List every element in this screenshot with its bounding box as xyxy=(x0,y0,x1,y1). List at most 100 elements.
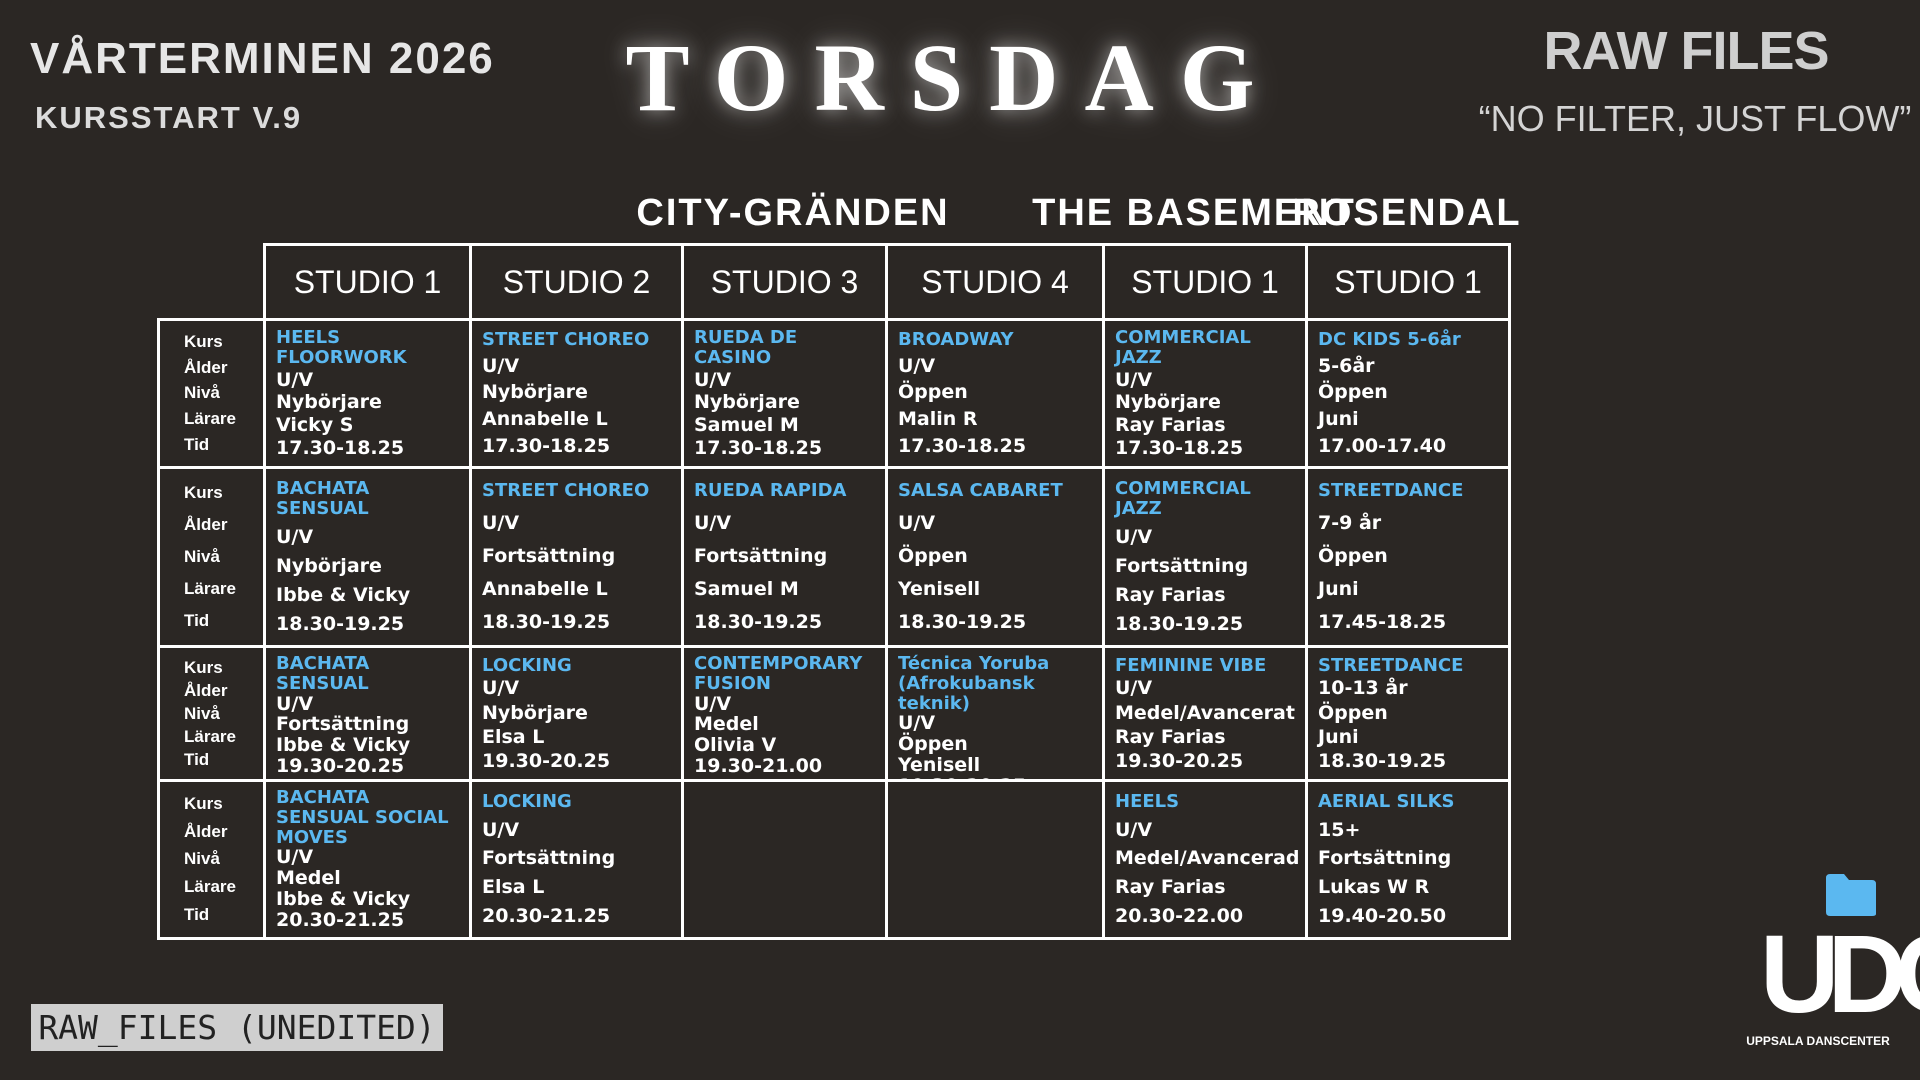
cell-course: LOCKING xyxy=(482,790,572,812)
row-label: Nivå xyxy=(184,383,220,403)
cell-teacher: Malin R xyxy=(898,408,978,431)
row-label: Lärare xyxy=(184,726,236,746)
logo: UDC xyxy=(1760,913,1920,1036)
cell-level: Medel/Avancerad xyxy=(1115,847,1300,870)
logo-subtitle: UPPSALA DANSCENTER xyxy=(1746,1034,1890,1048)
cell-age: U/V xyxy=(1115,525,1153,548)
cell-time: 19.30-20.25 xyxy=(276,755,405,778)
cell-time: 17.30-18.25 xyxy=(276,437,405,460)
cell-time: 18.30-19.25 xyxy=(482,611,611,634)
cell-age: U/V xyxy=(276,846,314,869)
studio-header: STUDIO 1 xyxy=(1102,243,1308,321)
studio-header: STUDIO 4 xyxy=(885,243,1105,321)
cell-level: Fortsättning xyxy=(276,713,410,736)
schedule-cell: FEMININE VIBE U/V Medel/Avancerat Ray Faria… xyxy=(1102,645,1308,782)
row-label: Kurs xyxy=(184,793,223,813)
folder-icon xyxy=(1826,874,1876,916)
cell-level: Fortsättning xyxy=(694,545,828,567)
row-label: Tid xyxy=(184,749,210,769)
cell-teacher: Ibbe & Vicky xyxy=(276,734,411,757)
cell-level: Nybörjare xyxy=(276,391,382,414)
cell-level: Fortsättning xyxy=(1318,847,1452,870)
row-labels: Kurs Ålder Nivå Lärare Tid xyxy=(157,779,266,940)
cell-age: 5-6år xyxy=(1318,354,1375,377)
cell-course: FEMININE VIBE xyxy=(1115,654,1267,676)
cell-age: U/V xyxy=(482,354,520,377)
row-label: Ålder xyxy=(184,357,228,377)
cell-time: 17.30-18.25 xyxy=(482,435,611,458)
cell-time: 19.40-20.50 xyxy=(1318,905,1447,928)
cell-course: AERIAL SILKS xyxy=(1318,790,1455,812)
cell-age: U/V xyxy=(694,511,732,534)
schedule-cell xyxy=(681,779,888,940)
brand: RAW FILES xyxy=(1543,21,1830,81)
schedule-cell: LOCKING U/V Nybörjare Elsa L 19.30-20.25 xyxy=(469,645,684,782)
cell-course: STREET CHOREO xyxy=(482,328,650,350)
cell-course: SALSA CABARET xyxy=(898,480,1063,502)
cell-course: BROADWAY xyxy=(898,328,1014,350)
cell-course: LOCKING xyxy=(482,654,572,676)
row-label: Lärare xyxy=(184,409,236,429)
cell-course: HEELS FLOORWORK xyxy=(276,326,407,368)
cell-level: Nybörjare xyxy=(482,381,588,404)
cell-time: 18.30-19.25 xyxy=(276,612,405,635)
cell-course: Técnica Yoruba (Afrokubansk teknik) xyxy=(898,653,1050,714)
cell-teacher: Olivia V xyxy=(694,734,777,757)
cell-teacher: Samuel M xyxy=(694,578,799,601)
row-labels: Kurs Ålder Nivå Lärare Tid xyxy=(157,466,266,648)
schedule-cell: STREET CHOREO U/V Fortsättning Annabelle L 1… xyxy=(469,466,684,648)
cell-time: 17.30-18.25 xyxy=(694,437,823,460)
row-label: Tid xyxy=(184,905,210,925)
cell-age: U/V xyxy=(694,368,732,391)
schedule-cell: STREETDANCE 10-13 år Öppen Juni 18.30-19.25 xyxy=(1305,645,1511,782)
row-label: Ålder xyxy=(184,680,228,700)
schedule-cell: COMMERCIAL JAZZ U/V Nybörjare Ray Farias 17.… xyxy=(1102,318,1308,469)
cell-teacher: Ray Farias xyxy=(1115,583,1226,606)
cell-age: U/V xyxy=(482,677,520,700)
cell-age: U/V xyxy=(898,354,936,377)
tagline: “NO FILTER, JUST FLOW” xyxy=(1478,98,1912,139)
schedule-cell: SALSA CABARET U/V Öppen Yenisell 18.30-19.25 xyxy=(885,466,1105,648)
row-label: Nivå xyxy=(184,547,220,566)
cell-course: RUEDA RAPIDA xyxy=(694,480,847,502)
cell-teacher: Ibbe & Vicky xyxy=(276,583,411,606)
schedule-cell: BROADWAY U/V Öppen Malin R 17.30-18.25 xyxy=(885,318,1105,469)
cell-level: Nybörjare xyxy=(482,701,588,724)
cell-time: 18.30-19.25 xyxy=(898,611,1027,634)
row-label: Nivå xyxy=(184,703,220,723)
venue-heading: THE BASEMENT xyxy=(1032,192,1356,234)
schedule-cell: RUEDA DE CASINO U/V Nybörjare Samuel M 17.30… xyxy=(681,318,888,469)
cell-age: U/V xyxy=(482,818,520,841)
cell-age: U/V xyxy=(898,511,936,534)
cell-course: BACHATA SENSUAL xyxy=(276,478,370,519)
row-label: Lärare xyxy=(184,579,236,598)
cell-time: 18.30-19.25 xyxy=(1115,612,1244,635)
cell-time: 20.30-22.00 xyxy=(1115,905,1244,928)
cell-course: COMMERCIAL JAZZ xyxy=(1115,326,1251,368)
cell-teacher: Ray Farias xyxy=(1115,725,1226,748)
cell-age: U/V xyxy=(1115,368,1153,391)
venue-heading: ROSENDAL xyxy=(1292,192,1522,234)
studio-header: STUDIO 3 xyxy=(681,243,888,321)
cell-course: DC KIDS 5-6år xyxy=(1318,328,1461,350)
cell-teacher: Juni xyxy=(1318,578,1359,601)
schedule-cell: COMMERCIAL JAZZ U/V Fortsättning Ray Farias… xyxy=(1102,466,1308,648)
term: VÅRTERMINEN 2026 xyxy=(30,34,495,83)
cell-course: BACHATA SENSUAL SOCIAL MOVES xyxy=(276,787,449,848)
cell-age: U/V xyxy=(694,692,732,715)
schedule-cell: BACHATA SENSUAL U/V Nybörjare Ibbe & Vicky 1… xyxy=(263,466,472,648)
cell-time: 19.30-21.00 xyxy=(694,755,823,778)
cell-teacher: Juni xyxy=(1318,408,1359,431)
cell-teacher: Yenisell xyxy=(898,578,981,601)
cell-level: Nybörjare xyxy=(1115,391,1221,414)
cell-age: 7-9 år xyxy=(1318,511,1382,534)
cell-level: Nybörjare xyxy=(276,554,382,577)
schedule-cell: AERIAL SILKS 15+ Fortsättning Lukas W R 19.4… xyxy=(1305,779,1511,940)
cell-time: 19.30-20.25 xyxy=(898,776,1094,779)
cell-age: 15+ xyxy=(1318,818,1361,841)
cell-level: Fortsättning xyxy=(482,545,616,567)
row-label: Tid xyxy=(184,435,210,455)
course-start: KURSSTART V.9 xyxy=(35,100,303,135)
schedule-cell: STREETDANCE 7-9 år Öppen Juni 17.45-18.25 xyxy=(1305,466,1511,648)
cell-level: Fortsättning xyxy=(482,847,616,870)
